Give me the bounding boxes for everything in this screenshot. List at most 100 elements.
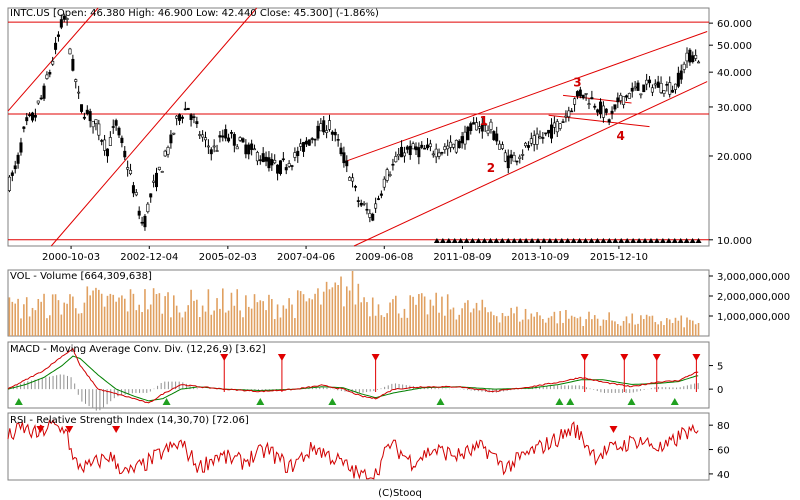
candle-body [515,160,519,163]
candle-body [547,129,551,134]
candle-body [178,114,182,121]
signal-triangle-marker [451,238,458,243]
x-tick-label: 2007-04-06 [277,252,335,263]
candle-body [183,108,187,111]
candle-body [68,48,72,55]
candle-body [564,115,568,118]
candle-body [304,140,308,145]
candle-body [348,177,352,181]
candle-body [126,167,130,170]
candle-body [229,132,233,134]
x-tick-label: 2000-10-03 [42,252,100,263]
candle-body [463,131,467,145]
candle-body [137,210,141,216]
volume-y-tick-label: 3,000,000,000 [717,272,790,283]
candle-body [51,60,55,65]
candle-body [13,165,17,170]
candle-body [356,200,360,202]
candle-body [466,126,470,141]
candle-body [238,137,242,141]
signal-triangle-marker [695,238,702,243]
candle-body [402,152,406,157]
candle-body [610,110,614,114]
sell-signal-marker [620,354,629,361]
candle-body [639,93,643,96]
candle-body [276,164,280,174]
candle-body [129,170,133,175]
candle-body [313,138,317,141]
trend-line [50,7,258,247]
signal-triangle-marker [475,238,482,243]
candle-body [567,110,571,118]
candle-body [71,58,75,71]
rsi-y-tick-label: 60 [717,446,730,457]
candle-body [204,137,208,141]
candle-body [160,171,164,173]
candle-body [397,154,401,157]
candle-body [157,166,161,170]
candle-body [500,144,504,149]
price-panel-title: INTC.US [Open: 46.380 High: 46.900 Low: … [10,8,379,19]
sell-signal-marker [220,354,229,361]
candle-body [310,138,314,140]
trend-line [353,81,708,247]
candle-body [616,97,620,103]
candle-body [477,126,481,129]
candle-body [143,215,147,228]
signal-triangle-marker [523,238,530,243]
candle-body [25,117,29,122]
candle-body [426,144,430,149]
candle-body [624,95,628,98]
signal-triangle-marker [552,238,559,243]
candle-body [581,94,585,99]
signal-triangle-marker [570,238,577,243]
signal-triangle-marker [624,238,631,243]
signal-triangle-marker [487,238,494,243]
signal-triangle-marker [564,238,571,243]
candle-body [62,15,66,20]
candle-body [172,132,176,135]
candle-body [512,154,516,162]
candle-body [339,147,343,155]
candle-body [489,121,493,130]
signal-triangle-marker [582,238,589,243]
candle-body [74,79,78,82]
candle-body [316,125,320,139]
signal-triangle-marker [659,238,666,243]
candle-body [633,86,637,89]
candle-body [169,134,173,144]
candle-body [16,154,20,164]
signal-triangle-marker [540,238,547,243]
candle-body [206,145,210,148]
candle-body [368,213,372,218]
candle-body [261,153,265,163]
candle-body [123,150,127,158]
candle-body [457,140,461,148]
candle-body [561,121,565,123]
signal-triangle-marker [606,238,613,243]
signal-triangle-marker [493,238,500,243]
candle-body [573,98,577,105]
candle-body [414,146,418,151]
candle-body [607,119,611,123]
candle-body [322,120,326,133]
candle-body [111,126,115,128]
candle-body [212,145,216,148]
candle-body [284,167,288,171]
price-y-tick-label: 40.000 [717,68,752,79]
sell-signal-marker [277,354,286,361]
candle-body [656,81,660,88]
candle-body [506,155,510,169]
volume-y-tick-label: 1,000,000,000 [717,312,790,323]
candle-body [431,153,435,156]
macd-line [7,347,699,404]
rsi-y-tick-label: 80 [717,421,730,432]
candle-body [454,139,458,153]
candle-body [299,143,303,147]
wave-label: 1 [480,114,488,128]
candle-body [114,120,118,126]
candle-body [195,121,199,125]
candle-body [524,142,528,147]
candle-body [538,136,542,139]
candle-body [48,72,52,75]
